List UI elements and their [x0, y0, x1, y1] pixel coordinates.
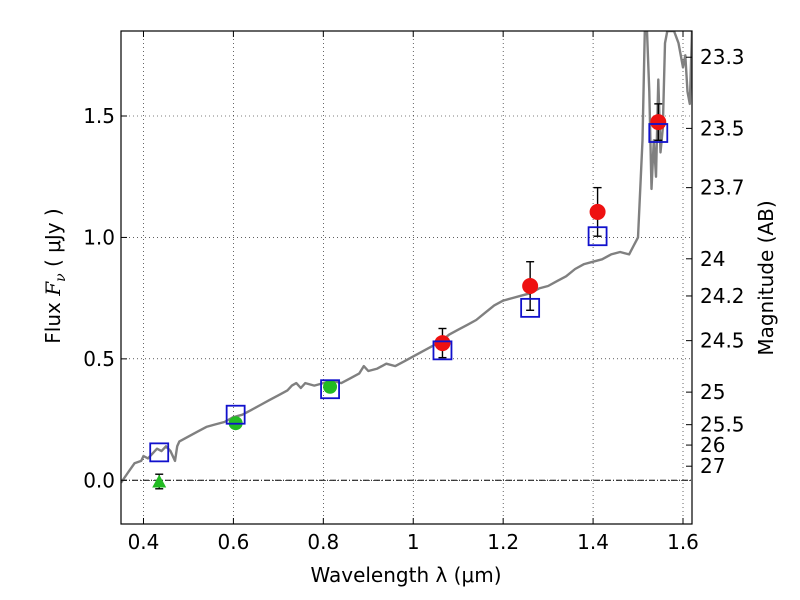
y2-tick-label: 24.5 — [700, 329, 745, 353]
y2-tick-label: 25 — [700, 380, 725, 404]
upper-limit-point — [152, 474, 167, 488]
y2-tick-label: 23.5 — [700, 116, 745, 140]
y-tick-label: 0.0 — [83, 468, 115, 492]
model-flux-point — [320, 379, 340, 400]
y2-tick-label: 27 — [700, 454, 725, 478]
y2-tick-label: 23.3 — [700, 45, 745, 69]
y-tick-label: 1.0 — [83, 225, 115, 249]
plot-area — [121, 31, 692, 490]
data-point — [323, 379, 338, 394]
model-flux-point — [225, 404, 246, 425]
x-tick-label: 1.6 — [667, 530, 699, 554]
data-point — [589, 203, 606, 220]
model-spectrum-line — [121, 31, 692, 484]
y-tick-label: 1.5 — [83, 104, 115, 128]
x-tick-label: 1.4 — [577, 530, 609, 554]
model-flux-point — [149, 442, 170, 463]
x-tick-label: 0.8 — [307, 530, 339, 554]
y2-tick-label: 23.7 — [700, 176, 745, 200]
x-tick-label: 1.2 — [487, 530, 519, 554]
model-flux-point — [432, 340, 453, 361]
x-tick-label: 1 — [407, 530, 420, 554]
model-flux-point — [520, 297, 541, 318]
data-point — [522, 278, 539, 294]
plot-frame — [120, 30, 693, 525]
y2-tick-label: 26 — [700, 433, 725, 457]
y2-tick-label: 24.2 — [700, 284, 745, 308]
x-axis: 0.4 0.6 0.8 1 1.2 1.4 1.6 — [128, 31, 699, 554]
y2-tick-label: 25.5 — [700, 413, 745, 437]
y2-tick-label: 24 — [700, 247, 725, 271]
model-flux-point — [648, 123, 669, 143]
x-tick-label: 0.4 — [128, 530, 160, 554]
data-point — [650, 114, 667, 131]
x-axis-label: Wavelength λ (μm) — [310, 563, 501, 587]
y2-axis-label: Magnitude (AB) — [754, 200, 778, 355]
y-axis-label: Flux Fν ( μJy ) — [41, 208, 69, 343]
model-flux-point — [587, 226, 608, 247]
y-tick-label: 0.5 — [83, 347, 115, 371]
y-axis: 0.0 0.5 1.0 1.5 — [83, 104, 127, 492]
x-tick-label: 0.6 — [217, 530, 249, 554]
data-point — [434, 335, 451, 352]
